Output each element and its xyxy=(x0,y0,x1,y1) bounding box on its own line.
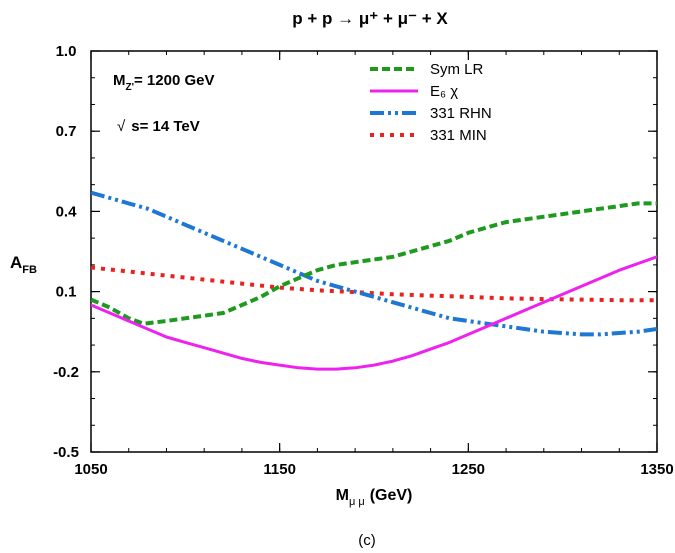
y-tick-label: 0.1 xyxy=(56,284,77,301)
energy-annotation: √ s= 14 TeV xyxy=(117,118,200,135)
legend-label: Sym LR xyxy=(430,61,484,78)
legend-label: E₆ χ xyxy=(430,83,458,100)
y-tick-label: 0.7 xyxy=(56,123,77,140)
series-line-sym-lr xyxy=(91,201,657,326)
series-line-331-min xyxy=(91,265,657,303)
legend-label: 331 MIN xyxy=(430,127,487,144)
series-line-e- xyxy=(91,255,657,371)
y-tick-label: -0.2 xyxy=(53,364,79,381)
series-line-331-rhn xyxy=(91,190,657,337)
x-axis-label: Mμ μ (GeV) xyxy=(336,487,413,508)
y-tick-label: 1.0 xyxy=(56,43,77,60)
x-tick-label: 1350 xyxy=(640,461,673,478)
series-group xyxy=(91,190,657,371)
legend-label: 331 RHN xyxy=(430,105,492,122)
x-tick-label: 1050 xyxy=(74,461,107,478)
tick-labels: 1050 1150 1250 1350 -0.5 -0.2 0.1 0.4 0.7 1.0 xyxy=(53,43,674,478)
figure-caption: (c) xyxy=(358,532,376,549)
plot-frame xyxy=(90,50,658,453)
y-tick-label: 0.4 xyxy=(56,203,78,220)
mass-annotation: MZ'= 1200 GeV xyxy=(113,72,214,93)
legend: Sym LR E₆ χ 331 RHN 331 MIN xyxy=(370,61,492,144)
x-tick-label: 1150 xyxy=(263,461,296,478)
axis-ticks xyxy=(90,50,658,453)
y-axis-label: AFB xyxy=(10,253,37,276)
chart-title: p + p → μ⁺ + μ⁻ + X xyxy=(292,9,448,28)
y-tick-label: -0.5 xyxy=(53,444,79,461)
x-tick-label: 1250 xyxy=(452,461,485,478)
